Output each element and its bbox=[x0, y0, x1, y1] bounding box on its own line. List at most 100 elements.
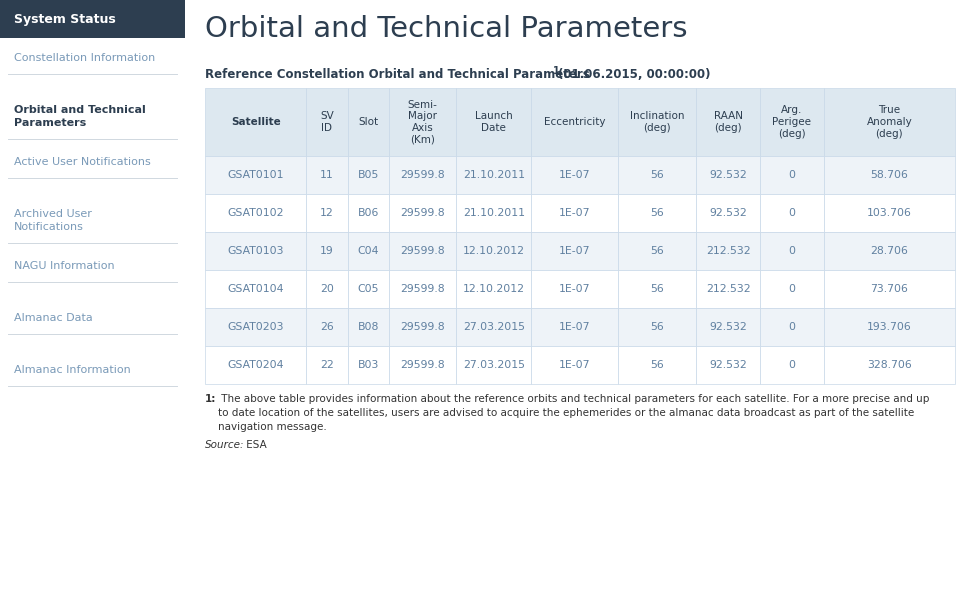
Bar bbox=[456, 346, 532, 384]
Text: 1E-07: 1E-07 bbox=[559, 246, 590, 256]
Text: B03: B03 bbox=[357, 360, 378, 370]
Bar bbox=[760, 308, 823, 346]
Bar bbox=[696, 232, 760, 270]
Text: Active User Notifications: Active User Notifications bbox=[14, 157, 151, 167]
Bar bbox=[389, 88, 456, 156]
Bar bbox=[696, 270, 760, 308]
Text: Orbital and Technical Parameters: Orbital and Technical Parameters bbox=[205, 15, 688, 43]
Text: 21.10.2011: 21.10.2011 bbox=[463, 170, 525, 180]
Bar bbox=[348, 308, 389, 346]
Bar bbox=[617, 194, 696, 232]
Text: Inclination
(deg): Inclination (deg) bbox=[630, 111, 684, 133]
Text: 27.03.2015: 27.03.2015 bbox=[463, 322, 525, 332]
Text: 73.706: 73.706 bbox=[871, 284, 908, 294]
Bar bbox=[0, 0, 185, 38]
Text: 328.706: 328.706 bbox=[867, 360, 912, 370]
Bar bbox=[823, 156, 955, 194]
Text: Reference Constellation Orbital and Technical Parameters: Reference Constellation Orbital and Tech… bbox=[205, 68, 594, 81]
Bar bbox=[348, 346, 389, 384]
Bar bbox=[532, 270, 617, 308]
Text: Archived User
Notifications: Archived User Notifications bbox=[14, 209, 91, 232]
Text: 0: 0 bbox=[789, 360, 795, 370]
Bar bbox=[0, 38, 185, 591]
Text: 193.706: 193.706 bbox=[867, 322, 912, 332]
Bar bbox=[760, 346, 823, 384]
Bar bbox=[532, 88, 617, 156]
Text: 56: 56 bbox=[650, 284, 664, 294]
Text: 0: 0 bbox=[789, 284, 795, 294]
Bar bbox=[617, 88, 696, 156]
Bar bbox=[760, 88, 823, 156]
Bar bbox=[348, 88, 389, 156]
Text: 12: 12 bbox=[320, 208, 334, 218]
Text: 1E-07: 1E-07 bbox=[559, 170, 590, 180]
Text: 27.03.2015: 27.03.2015 bbox=[463, 360, 525, 370]
Text: 212.532: 212.532 bbox=[706, 246, 750, 256]
Bar bbox=[696, 194, 760, 232]
Text: SV
ID: SV ID bbox=[320, 111, 334, 133]
Text: 1E-07: 1E-07 bbox=[559, 322, 590, 332]
Text: 56: 56 bbox=[650, 322, 664, 332]
Text: GSAT0203: GSAT0203 bbox=[227, 322, 284, 332]
Bar bbox=[760, 232, 823, 270]
Text: Almanac Information: Almanac Information bbox=[14, 365, 131, 375]
Bar bbox=[696, 346, 760, 384]
Text: Constellation Information: Constellation Information bbox=[14, 53, 155, 63]
Text: 28.706: 28.706 bbox=[871, 246, 908, 256]
Text: 29599.8: 29599.8 bbox=[401, 208, 445, 218]
Text: Arg.
Perigee
(deg): Arg. Perigee (deg) bbox=[772, 105, 812, 139]
Text: Satellite: Satellite bbox=[231, 117, 280, 127]
Text: GSAT0101: GSAT0101 bbox=[227, 170, 284, 180]
Text: 12.10.2012: 12.10.2012 bbox=[463, 284, 525, 294]
Text: 1E-07: 1E-07 bbox=[559, 208, 590, 218]
Bar bbox=[456, 156, 532, 194]
Text: GSAT0204: GSAT0204 bbox=[227, 360, 284, 370]
Text: ESA: ESA bbox=[243, 440, 267, 450]
Bar bbox=[389, 346, 456, 384]
Bar bbox=[348, 232, 389, 270]
Text: 58.706: 58.706 bbox=[871, 170, 908, 180]
Bar bbox=[532, 194, 617, 232]
Text: 0: 0 bbox=[789, 322, 795, 332]
Text: 19: 19 bbox=[320, 246, 334, 256]
Text: C04: C04 bbox=[357, 246, 378, 256]
Bar bbox=[617, 232, 696, 270]
Bar bbox=[456, 194, 532, 232]
Text: B06: B06 bbox=[357, 208, 378, 218]
Text: Almanac Data: Almanac Data bbox=[14, 313, 92, 323]
Bar bbox=[205, 270, 306, 308]
Bar bbox=[696, 88, 760, 156]
Bar bbox=[823, 194, 955, 232]
Bar bbox=[205, 156, 306, 194]
Bar bbox=[760, 270, 823, 308]
Bar bbox=[532, 232, 617, 270]
Bar bbox=[823, 232, 955, 270]
Bar bbox=[205, 308, 306, 346]
Bar bbox=[696, 156, 760, 194]
Bar bbox=[205, 88, 306, 156]
Text: 29599.8: 29599.8 bbox=[401, 360, 445, 370]
Bar bbox=[306, 156, 348, 194]
Text: 56: 56 bbox=[650, 246, 664, 256]
Text: 0: 0 bbox=[789, 246, 795, 256]
Text: 11: 11 bbox=[320, 170, 334, 180]
Text: 0: 0 bbox=[789, 208, 795, 218]
Bar bbox=[348, 156, 389, 194]
Bar bbox=[456, 88, 532, 156]
Text: Slot: Slot bbox=[358, 117, 378, 127]
Bar bbox=[205, 232, 306, 270]
Text: 29599.8: 29599.8 bbox=[401, 170, 445, 180]
Bar bbox=[617, 308, 696, 346]
Bar bbox=[617, 156, 696, 194]
Text: Launch
Date: Launch Date bbox=[475, 111, 512, 133]
Bar bbox=[0, 0, 185, 591]
Bar bbox=[532, 156, 617, 194]
Bar bbox=[823, 346, 955, 384]
Text: 92.532: 92.532 bbox=[710, 360, 747, 370]
Bar bbox=[823, 308, 955, 346]
Bar bbox=[306, 88, 348, 156]
Text: GSAT0103: GSAT0103 bbox=[227, 246, 284, 256]
Bar bbox=[205, 194, 306, 232]
Text: 29599.8: 29599.8 bbox=[401, 246, 445, 256]
Text: B05: B05 bbox=[357, 170, 378, 180]
